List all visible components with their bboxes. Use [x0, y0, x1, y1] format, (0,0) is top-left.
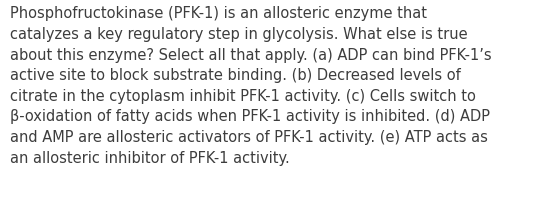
Text: Phosphofructokinase (PFK-1) is an allosteric enzyme that
catalyzes a key regulat: Phosphofructokinase (PFK-1) is an allost… [10, 6, 492, 166]
